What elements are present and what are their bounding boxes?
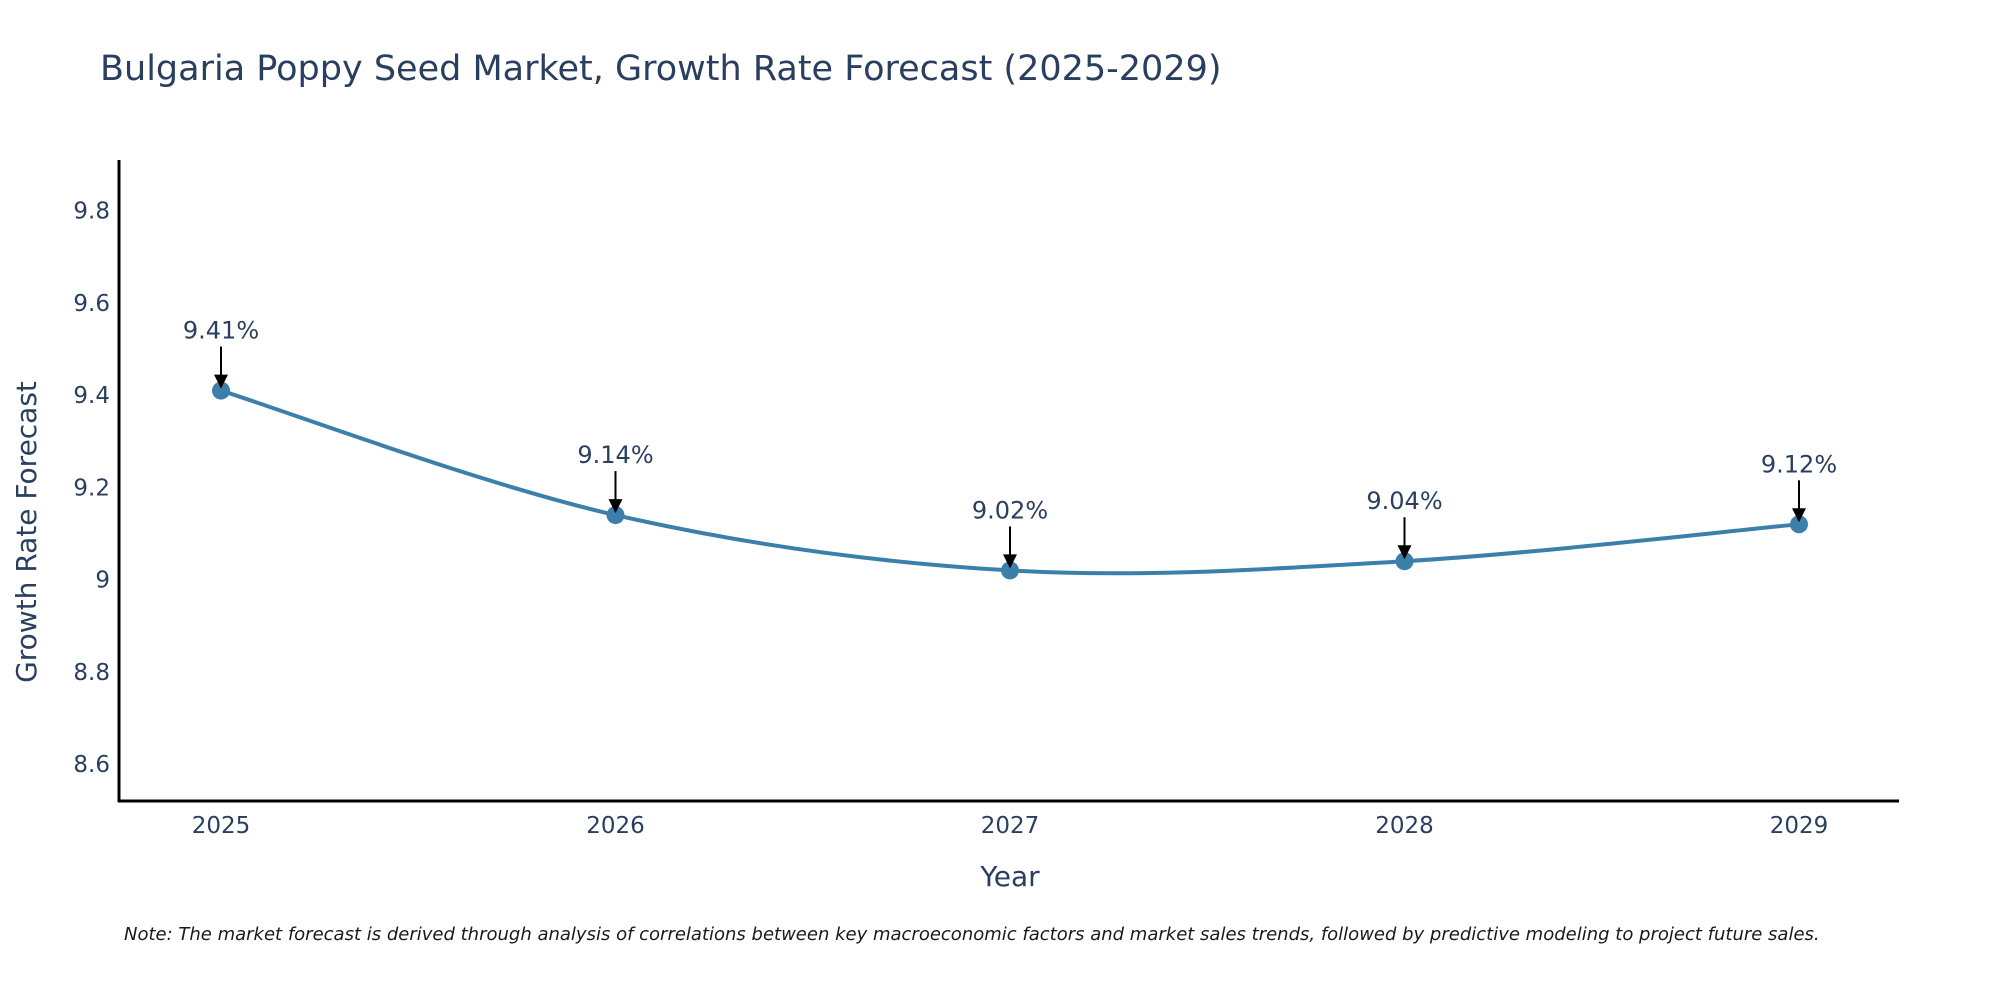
x-tick-label: 2029 bbox=[1770, 813, 1829, 839]
annotation-arrowhead bbox=[214, 374, 228, 389]
y-tick-label: 9 bbox=[95, 568, 110, 594]
data-point bbox=[1395, 552, 1414, 571]
data-label: 9.41% bbox=[183, 317, 259, 345]
y-tick-label: 9.4 bbox=[73, 383, 110, 409]
y-tick-label: 9.8 bbox=[73, 199, 110, 225]
data-annotation: 9.12% bbox=[1761, 450, 1837, 523]
x-tick-label: 2026 bbox=[586, 813, 645, 839]
annotation-arrowhead bbox=[1397, 545, 1412, 560]
data-point bbox=[606, 506, 625, 525]
x-tick-label: 2025 bbox=[192, 813, 251, 839]
x-axis-ticks: 2025 2026 2027 2028 2029 bbox=[192, 813, 1829, 839]
data-label: 9.04% bbox=[1366, 487, 1442, 515]
data-label: 9.02% bbox=[972, 496, 1048, 524]
y-axis-title: Growth Rate Forecast bbox=[10, 381, 43, 683]
data-annotation: 9.41% bbox=[183, 317, 259, 389]
y-tick-label: 9.2 bbox=[73, 475, 110, 501]
data-annotation: 9.14% bbox=[577, 441, 654, 514]
data-label: 9.14% bbox=[577, 441, 653, 469]
data-label: 9.12% bbox=[1761, 450, 1837, 478]
data-annotation: 9.04% bbox=[1366, 487, 1443, 560]
annotation-arrowhead bbox=[608, 499, 623, 514]
chart-title: Bulgaria Poppy Seed Market, Growth Rate … bbox=[100, 49, 1222, 89]
x-tick-label: 2028 bbox=[1375, 813, 1434, 839]
data-points bbox=[212, 381, 1808, 580]
annotation-arrowhead bbox=[1792, 508, 1806, 523]
x-axis-title: Year bbox=[979, 860, 1040, 893]
y-tick-label: 8.6 bbox=[73, 752, 110, 778]
data-point bbox=[1001, 561, 1019, 580]
forecast-note: Note: The market forecast is derived thr… bbox=[124, 924, 1820, 945]
data-annotation: 9.02% bbox=[972, 496, 1048, 569]
y-axis-ticks: 8.6 8.8 9 9.2 9.4 9.6 9.8 bbox=[73, 199, 110, 778]
data-annotations: 9.41% 9.14% 9.02% 9.04% 9.12% bbox=[183, 317, 1837, 569]
x-tick-label: 2027 bbox=[981, 813, 1040, 839]
data-point bbox=[1790, 515, 1808, 534]
y-tick-label: 9.6 bbox=[73, 291, 110, 317]
data-point bbox=[212, 381, 230, 400]
y-tick-label: 8.8 bbox=[73, 660, 110, 686]
annotation-arrowhead bbox=[1003, 554, 1017, 569]
